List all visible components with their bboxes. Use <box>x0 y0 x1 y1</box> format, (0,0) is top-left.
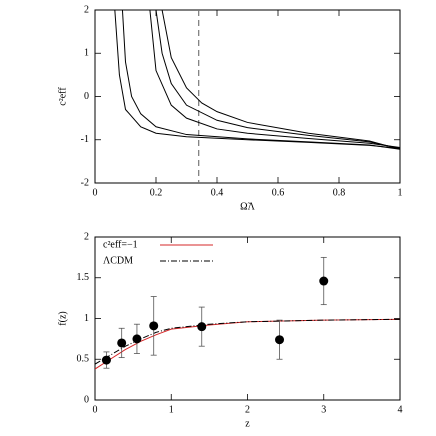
x-tick-label: 0 <box>93 187 98 198</box>
y-tick-label: 2 <box>84 4 89 15</box>
x-axis-label: z <box>245 418 250 429</box>
data-point <box>101 355 111 365</box>
y-tick-label: 0 <box>84 91 89 102</box>
y-tick-label: 1 <box>84 48 89 59</box>
x-tick-label: 0.8 <box>333 187 346 198</box>
y-axis-label: c²eff <box>57 87 68 106</box>
x-tick-label: 0 <box>93 404 98 415</box>
data-point <box>275 335 285 345</box>
y-tick-label: 1.5 <box>77 272 90 283</box>
x-tick-label: 2 <box>245 404 250 415</box>
y-tick-label: 2 <box>84 231 89 242</box>
x-tick-label: 0.6 <box>272 187 285 198</box>
x-tick-label: 4 <box>398 404 403 415</box>
data-point <box>132 334 142 344</box>
data-point <box>149 321 159 331</box>
curve <box>149 10 400 149</box>
y-tick-label: 0 <box>84 394 89 405</box>
data-point <box>117 338 127 348</box>
x-tick-label: 1 <box>398 187 403 198</box>
curve <box>95 318 400 365</box>
legend-label: c²eff=−1 <box>103 239 138 250</box>
curve <box>161 10 400 150</box>
curve <box>121 10 400 150</box>
plot-frame <box>94 236 401 401</box>
x-tick-label: 0.4 <box>211 187 224 198</box>
y-tick-label: 1 <box>84 313 89 324</box>
x-tick-label: 0.2 <box>150 187 163 198</box>
curve <box>95 318 400 370</box>
x-tick-label: 3 <box>321 404 326 415</box>
y-tick-label: -1 <box>81 134 89 145</box>
data-point <box>197 322 207 332</box>
x-tick-label: 1 <box>169 404 174 415</box>
y-tick-label: 0.5 <box>77 354 90 365</box>
y-tick-label: -2 <box>81 177 89 188</box>
data-point <box>319 276 329 286</box>
y-axis-label: f(z) <box>57 311 68 325</box>
plot-frame <box>94 9 401 184</box>
curve <box>155 10 400 149</box>
legend-label: ΛCDM <box>103 255 133 266</box>
x-axis-label: Ω̃Λ <box>240 201 255 212</box>
